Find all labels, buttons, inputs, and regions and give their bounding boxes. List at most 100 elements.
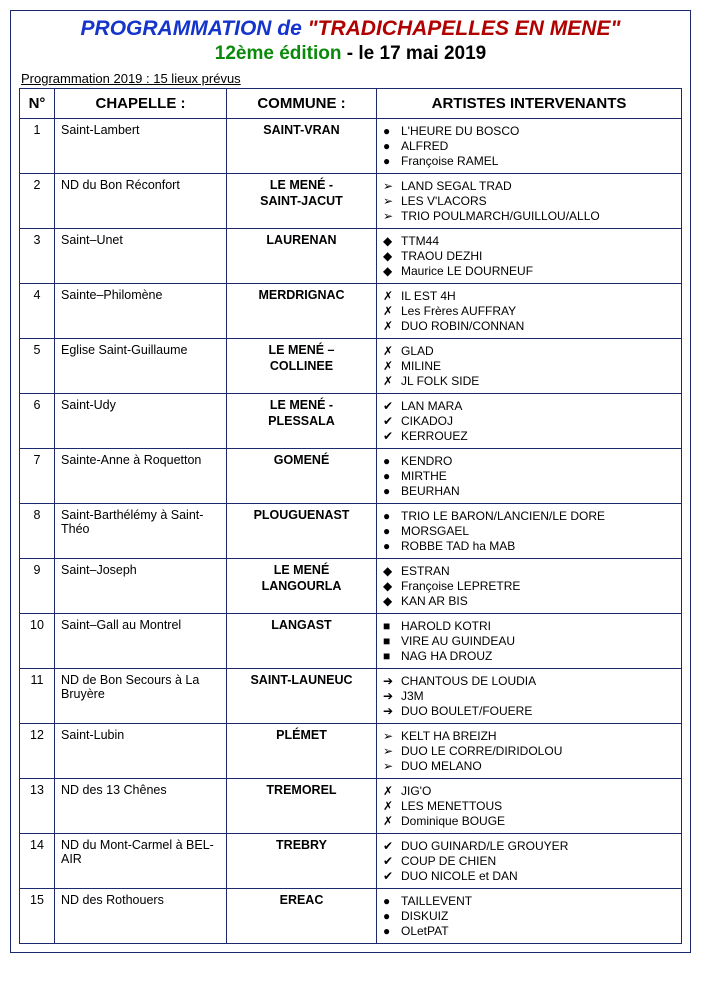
table-row: 1Saint-LambertSAINT-VRAN●L'HEURE DU BOSC… bbox=[20, 119, 682, 174]
cell-num: 4 bbox=[20, 284, 55, 339]
table-row: 3Saint–UnetLAURENAN◆TTM44◆TRAOU DEZHI◆Ma… bbox=[20, 229, 682, 284]
bullet-icon: ● bbox=[383, 524, 401, 538]
cell-num: 14 bbox=[20, 834, 55, 889]
bullet-icon: ■ bbox=[383, 649, 401, 663]
bullet-icon: ◆ bbox=[383, 579, 401, 593]
cell-chapelle: ND du Mont-Carmel à BEL-AIR bbox=[55, 834, 227, 889]
artist-name: KAN AR BIS bbox=[401, 594, 675, 608]
table-row: 10Saint–Gall au MontrelLANGAST■HAROLD KO… bbox=[20, 614, 682, 669]
cell-artistes: ●TRIO LE BARON/LANCIEN/LE DORE●MORSGAEL●… bbox=[377, 504, 682, 559]
bullet-icon: ■ bbox=[383, 634, 401, 648]
cell-chapelle: Saint–Joseph bbox=[55, 559, 227, 614]
artist-item: ➔J3M bbox=[383, 689, 675, 703]
cell-artistes: ■HAROLD KOTRI■VIRE AU GUINDEAU■NAG HA DR… bbox=[377, 614, 682, 669]
cell-artistes: ➔CHANTOUS DE LOUDIA➔J3M➔DUO BOULET/FOUER… bbox=[377, 669, 682, 724]
cell-commune: EREAC bbox=[227, 889, 377, 944]
bullet-icon: ✔ bbox=[383, 839, 401, 853]
cell-chapelle: ND du Bon Réconfort bbox=[55, 174, 227, 229]
artist-name: TRIO POULMARCH/GUILLOU/ALLO bbox=[401, 209, 675, 223]
bullet-icon: ✔ bbox=[383, 854, 401, 868]
bullet-icon: ➢ bbox=[383, 729, 401, 743]
cell-num: 6 bbox=[20, 394, 55, 449]
cell-chapelle: Sainte-Anne à Roquetton bbox=[55, 449, 227, 504]
artist-name: NAG HA DROUZ bbox=[401, 649, 675, 663]
artist-name: MIRTHE bbox=[401, 469, 675, 483]
artist-item: ✗IL EST 4H bbox=[383, 289, 675, 303]
cell-commune: LE MENÉ -SAINT-JACUT bbox=[227, 174, 377, 229]
bullet-icon: ✔ bbox=[383, 399, 401, 413]
artist-item: ◆TRAOU DEZHI bbox=[383, 249, 675, 263]
bullet-icon: ● bbox=[383, 924, 401, 938]
artist-item: ✗Les Frères AUFFRAY bbox=[383, 304, 675, 318]
cell-num: 2 bbox=[20, 174, 55, 229]
artist-name: OLetPAT bbox=[401, 924, 675, 938]
artist-item: ◆ESTRAN bbox=[383, 564, 675, 578]
artist-item: ✔KERROUEZ bbox=[383, 429, 675, 443]
cell-num: 8 bbox=[20, 504, 55, 559]
table-row: 14ND du Mont-Carmel à BEL-AIRTREBRY✔DUO … bbox=[20, 834, 682, 889]
artist-name: MORSGAEL bbox=[401, 524, 675, 538]
bullet-icon: ✗ bbox=[383, 289, 401, 303]
artist-item: ■VIRE AU GUINDEAU bbox=[383, 634, 675, 648]
artist-name: DUO ROBIN/CONNAN bbox=[401, 319, 675, 333]
cell-commune: LAURENAN bbox=[227, 229, 377, 284]
artist-name: Les Frères AUFFRAY bbox=[401, 304, 675, 318]
table-row: 9Saint–JosephLE MENÉLANGOURLA◆ESTRAN◆Fra… bbox=[20, 559, 682, 614]
artist-item: ◆Françoise LEPRETRE bbox=[383, 579, 675, 593]
artist-item: ➢KELT HA BREIZH bbox=[383, 729, 675, 743]
cell-num: 5 bbox=[20, 339, 55, 394]
artist-name: TRIO LE BARON/LANCIEN/LE DORE bbox=[401, 509, 675, 523]
artist-item: ✔DUO NICOLE et DAN bbox=[383, 869, 675, 883]
artist-item: ➢DUO MELANO bbox=[383, 759, 675, 773]
cell-artistes: ✗GLAD✗MILINE✗JL FOLK SIDE bbox=[377, 339, 682, 394]
bullet-icon: ● bbox=[383, 154, 401, 168]
header-artistes: ARTISTES INTERVENANTS bbox=[377, 89, 682, 119]
artist-name: L'HEURE DU BOSCO bbox=[401, 124, 675, 138]
bullet-icon: ✗ bbox=[383, 799, 401, 813]
table-row: 15ND des RothouersEREAC●TAILLEVENT●DISKU… bbox=[20, 889, 682, 944]
cell-num: 11 bbox=[20, 669, 55, 724]
cell-commune: TREMOREL bbox=[227, 779, 377, 834]
bullet-icon: ➢ bbox=[383, 209, 401, 223]
bullet-icon: ● bbox=[383, 454, 401, 468]
artist-name: LES V'LACORS bbox=[401, 194, 675, 208]
artist-name: DISKUIZ bbox=[401, 909, 675, 923]
bullet-icon: ● bbox=[383, 539, 401, 553]
programme-table: N° CHAPELLE : COMMUNE : ARTISTES INTERVE… bbox=[19, 88, 682, 944]
cell-commune: PLÉMET bbox=[227, 724, 377, 779]
artist-name: TRAOU DEZHI bbox=[401, 249, 675, 263]
bullet-icon: ✗ bbox=[383, 359, 401, 373]
artist-name: LAN MARA bbox=[401, 399, 675, 413]
bullet-icon: ✗ bbox=[383, 319, 401, 333]
bullet-icon: ◆ bbox=[383, 564, 401, 578]
artist-item: ➔CHANTOUS DE LOUDIA bbox=[383, 674, 675, 688]
artist-item: ●TRIO LE BARON/LANCIEN/LE DORE bbox=[383, 509, 675, 523]
artist-item: ●DISKUIZ bbox=[383, 909, 675, 923]
cell-chapelle: Sainte–Philomène bbox=[55, 284, 227, 339]
artist-name: GLAD bbox=[401, 344, 675, 358]
cell-commune: LE MENÉ -PLESSALA bbox=[227, 394, 377, 449]
cell-chapelle: Saint-Udy bbox=[55, 394, 227, 449]
cell-commune: PLOUGUENAST bbox=[227, 504, 377, 559]
table-row: 8Saint-Barthélémy à Saint-ThéoPLOUGUENAS… bbox=[20, 504, 682, 559]
bullet-icon: ● bbox=[383, 509, 401, 523]
artist-name: J3M bbox=[401, 689, 675, 703]
cell-num: 15 bbox=[20, 889, 55, 944]
artist-name: KERROUEZ bbox=[401, 429, 675, 443]
cell-chapelle: Saint–Gall au Montrel bbox=[55, 614, 227, 669]
cell-commune: LANGAST bbox=[227, 614, 377, 669]
cell-commune: MERDRIGNAC bbox=[227, 284, 377, 339]
bullet-icon: ➔ bbox=[383, 674, 401, 688]
title-programmation: PROGRAMMATION de bbox=[81, 17, 302, 40]
cell-artistes: ✗JIG'O✗LES MENETTOUS✗Dominique BOUGE bbox=[377, 779, 682, 834]
cell-num: 1 bbox=[20, 119, 55, 174]
cell-num: 13 bbox=[20, 779, 55, 834]
artist-name: DUO NICOLE et DAN bbox=[401, 869, 675, 883]
artist-item: ◆KAN AR BIS bbox=[383, 594, 675, 608]
table-row: 6Saint-UdyLE MENÉ -PLESSALA ✔LAN MARA✔CIK… bbox=[20, 394, 682, 449]
artist-item: ●OLetPAT bbox=[383, 924, 675, 938]
artist-name: TTM44 bbox=[401, 234, 675, 248]
cell-artistes: ✗IL EST 4H✗Les Frères AUFFRAY✗DUO ROBIN/… bbox=[377, 284, 682, 339]
artist-item: ✔CIKADOJ bbox=[383, 414, 675, 428]
cell-commune: LE MENÉ –COLLINEE bbox=[227, 339, 377, 394]
